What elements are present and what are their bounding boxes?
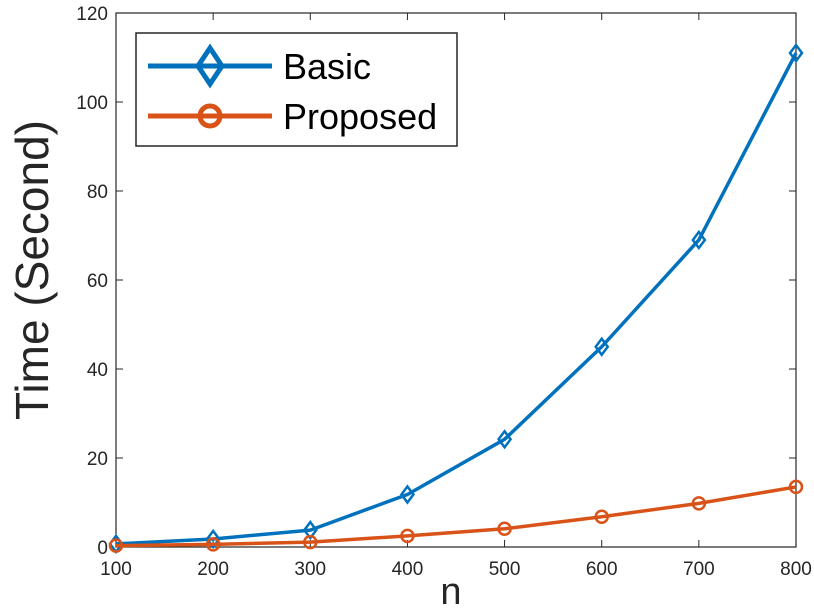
y-tick-label: 100	[76, 93, 108, 114]
x-tick-label: 500	[489, 559, 521, 580]
y-tick-label: 120	[76, 4, 108, 25]
x-tick-label: 600	[586, 559, 618, 580]
data-point-basic	[788, 42, 804, 64]
legend: Basic Proposed	[135, 32, 458, 147]
data-point-basic	[399, 484, 415, 505]
data-point-proposed	[303, 534, 318, 550]
x-tick-label: 200	[197, 559, 229, 580]
data-point-proposed	[497, 521, 512, 537]
data-point-proposed	[594, 509, 609, 524]
x-tick-label: 400	[392, 559, 424, 580]
data-point-basic	[594, 336, 610, 357]
data-point-basic	[497, 429, 513, 450]
y-tick-label: 80	[87, 182, 108, 203]
legend-label-basic: Basic	[283, 46, 371, 87]
x-tick-label: 800	[780, 559, 812, 580]
axis-ticks: 100 200 300 400 500 600 700 800 0 20 40 60 80 100 120	[76, 4, 812, 580]
y-tick-label: 0	[97, 538, 108, 559]
legend-marker-proposed	[197, 103, 223, 129]
data-point-proposed	[400, 528, 415, 544]
x-tick-label: 700	[683, 559, 715, 580]
legend-marker-basic	[194, 43, 226, 89]
data-point-basic	[691, 229, 707, 251]
data-point-basic	[205, 528, 221, 550]
data-point-proposed	[788, 479, 804, 495]
series-layer	[108, 42, 804, 554]
y-axis-label: Time (Second)	[6, 120, 58, 420]
x-axis-label: n	[440, 571, 461, 612]
y-tick-label: 60	[87, 271, 108, 292]
data-point-proposed	[205, 537, 221, 552]
data-point-proposed	[108, 538, 124, 553]
series-line-proposed	[115, 485, 797, 548]
data-point-basic	[302, 520, 318, 541]
legend-label-proposed: Proposed	[283, 96, 437, 137]
legend-box	[135, 32, 458, 147]
x-tick-label: 300	[294, 559, 326, 580]
data-point-proposed	[691, 496, 707, 511]
y-tick-label: 20	[87, 449, 108, 470]
series-line-basic	[115, 52, 798, 546]
y-tick-label: 40	[87, 360, 108, 381]
x-tick-label: 100	[100, 559, 132, 580]
